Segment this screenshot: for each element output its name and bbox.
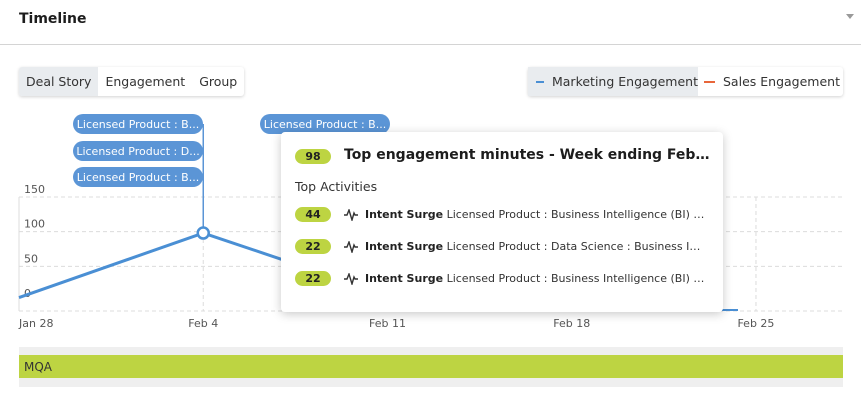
event-label-pill xyxy=(73,141,203,161)
activity-detail: Licensed Product : Data Science : Busine… xyxy=(446,240,707,253)
event-label-pill xyxy=(73,114,203,134)
series-line-marketing[interactable] xyxy=(18,231,309,299)
tab-group[interactable]: Group xyxy=(199,74,238,89)
caret-down-icon[interactable] xyxy=(846,14,854,19)
activity-row: 22 Intent Surge Licensed Product : Busin… xyxy=(281,271,723,287)
activity-score-badge: 44 xyxy=(295,207,331,222)
legend-item-marketing[interactable]: Marketing Engagement xyxy=(528,67,698,96)
x-tick-label: Feb 11 xyxy=(369,317,406,330)
activity-type: Intent Surge xyxy=(365,272,444,285)
event-label-text: Licensed Product : B... xyxy=(77,171,199,184)
tab-engagement[interactable]: Engagement xyxy=(105,74,186,89)
activity-type: Intent Surge xyxy=(365,240,444,253)
x-tick-label: Jan 28 xyxy=(18,317,53,330)
engagement-tooltip: 98 Top engagement minutes - Week ending … xyxy=(281,132,723,312)
legend-label-sales: Sales Engagement xyxy=(723,74,840,89)
activity-score-badge: 22 xyxy=(295,271,331,286)
activity-pulse-icon xyxy=(344,209,358,221)
data-point-highlight[interactable] xyxy=(196,226,210,240)
activity-text: Intent Surge Licensed Product : Business… xyxy=(365,272,707,285)
tooltip-subtitle: Top Activities xyxy=(295,179,378,194)
tooltip-title: Top engagement minutes - Week ending Feb… xyxy=(344,147,712,163)
view-tab-group: Deal Story Engagement Group xyxy=(19,67,245,96)
legend-swatch-sales xyxy=(704,80,715,83)
y-tick-label: 100 xyxy=(24,218,45,231)
activity-text: Intent Surge Licensed Product : Business… xyxy=(365,208,707,221)
timeline-header: Timeline xyxy=(0,0,861,45)
activity-score-badge: 22 xyxy=(295,239,331,254)
chart-legend: Marketing Engagement Sales Engagement xyxy=(528,67,843,96)
activity-pulse-icon xyxy=(344,273,358,285)
activity-text: Intent Surge Licensed Product : Data Sci… xyxy=(365,240,707,253)
legend-item-sales[interactable]: Sales Engagement xyxy=(698,67,840,96)
tab-deal-story[interactable]: Deal Story xyxy=(19,67,99,96)
event-label-pill xyxy=(260,114,390,134)
y-tick-label: 50 xyxy=(24,252,38,265)
event-label-text: Licensed Product : D... xyxy=(76,145,199,158)
activity-row: 22 Intent Surge Licensed Product : Data … xyxy=(281,239,723,255)
x-tick-label: Feb 18 xyxy=(553,317,590,330)
stage-bar-mqa[interactable] xyxy=(19,355,843,378)
x-tick-label: Feb 4 xyxy=(188,317,218,330)
legend-swatch-marketing xyxy=(536,80,544,83)
event-label-pill xyxy=(73,167,203,187)
event-label-text: Licensed Product : B... xyxy=(77,118,199,131)
activity-detail: Licensed Product : Business Intelligence… xyxy=(446,208,707,221)
tooltip-score-badge: 98 xyxy=(295,149,331,164)
event-label-text: Licensed Product : B... xyxy=(264,118,386,131)
y-tick-label: 150 xyxy=(24,183,45,196)
activity-pulse-icon xyxy=(344,241,358,253)
stage-label: MQA xyxy=(24,360,53,374)
activity-row: 44 Intent Surge Licensed Product : Busin… xyxy=(281,207,723,223)
page-title: Timeline xyxy=(19,11,87,27)
activity-type: Intent Surge xyxy=(365,208,444,221)
activity-detail: Licensed Product : Business Intelligence… xyxy=(446,272,707,285)
x-tick-label: Feb 25 xyxy=(737,317,774,330)
legend-label-marketing: Marketing Engagement xyxy=(551,74,698,89)
